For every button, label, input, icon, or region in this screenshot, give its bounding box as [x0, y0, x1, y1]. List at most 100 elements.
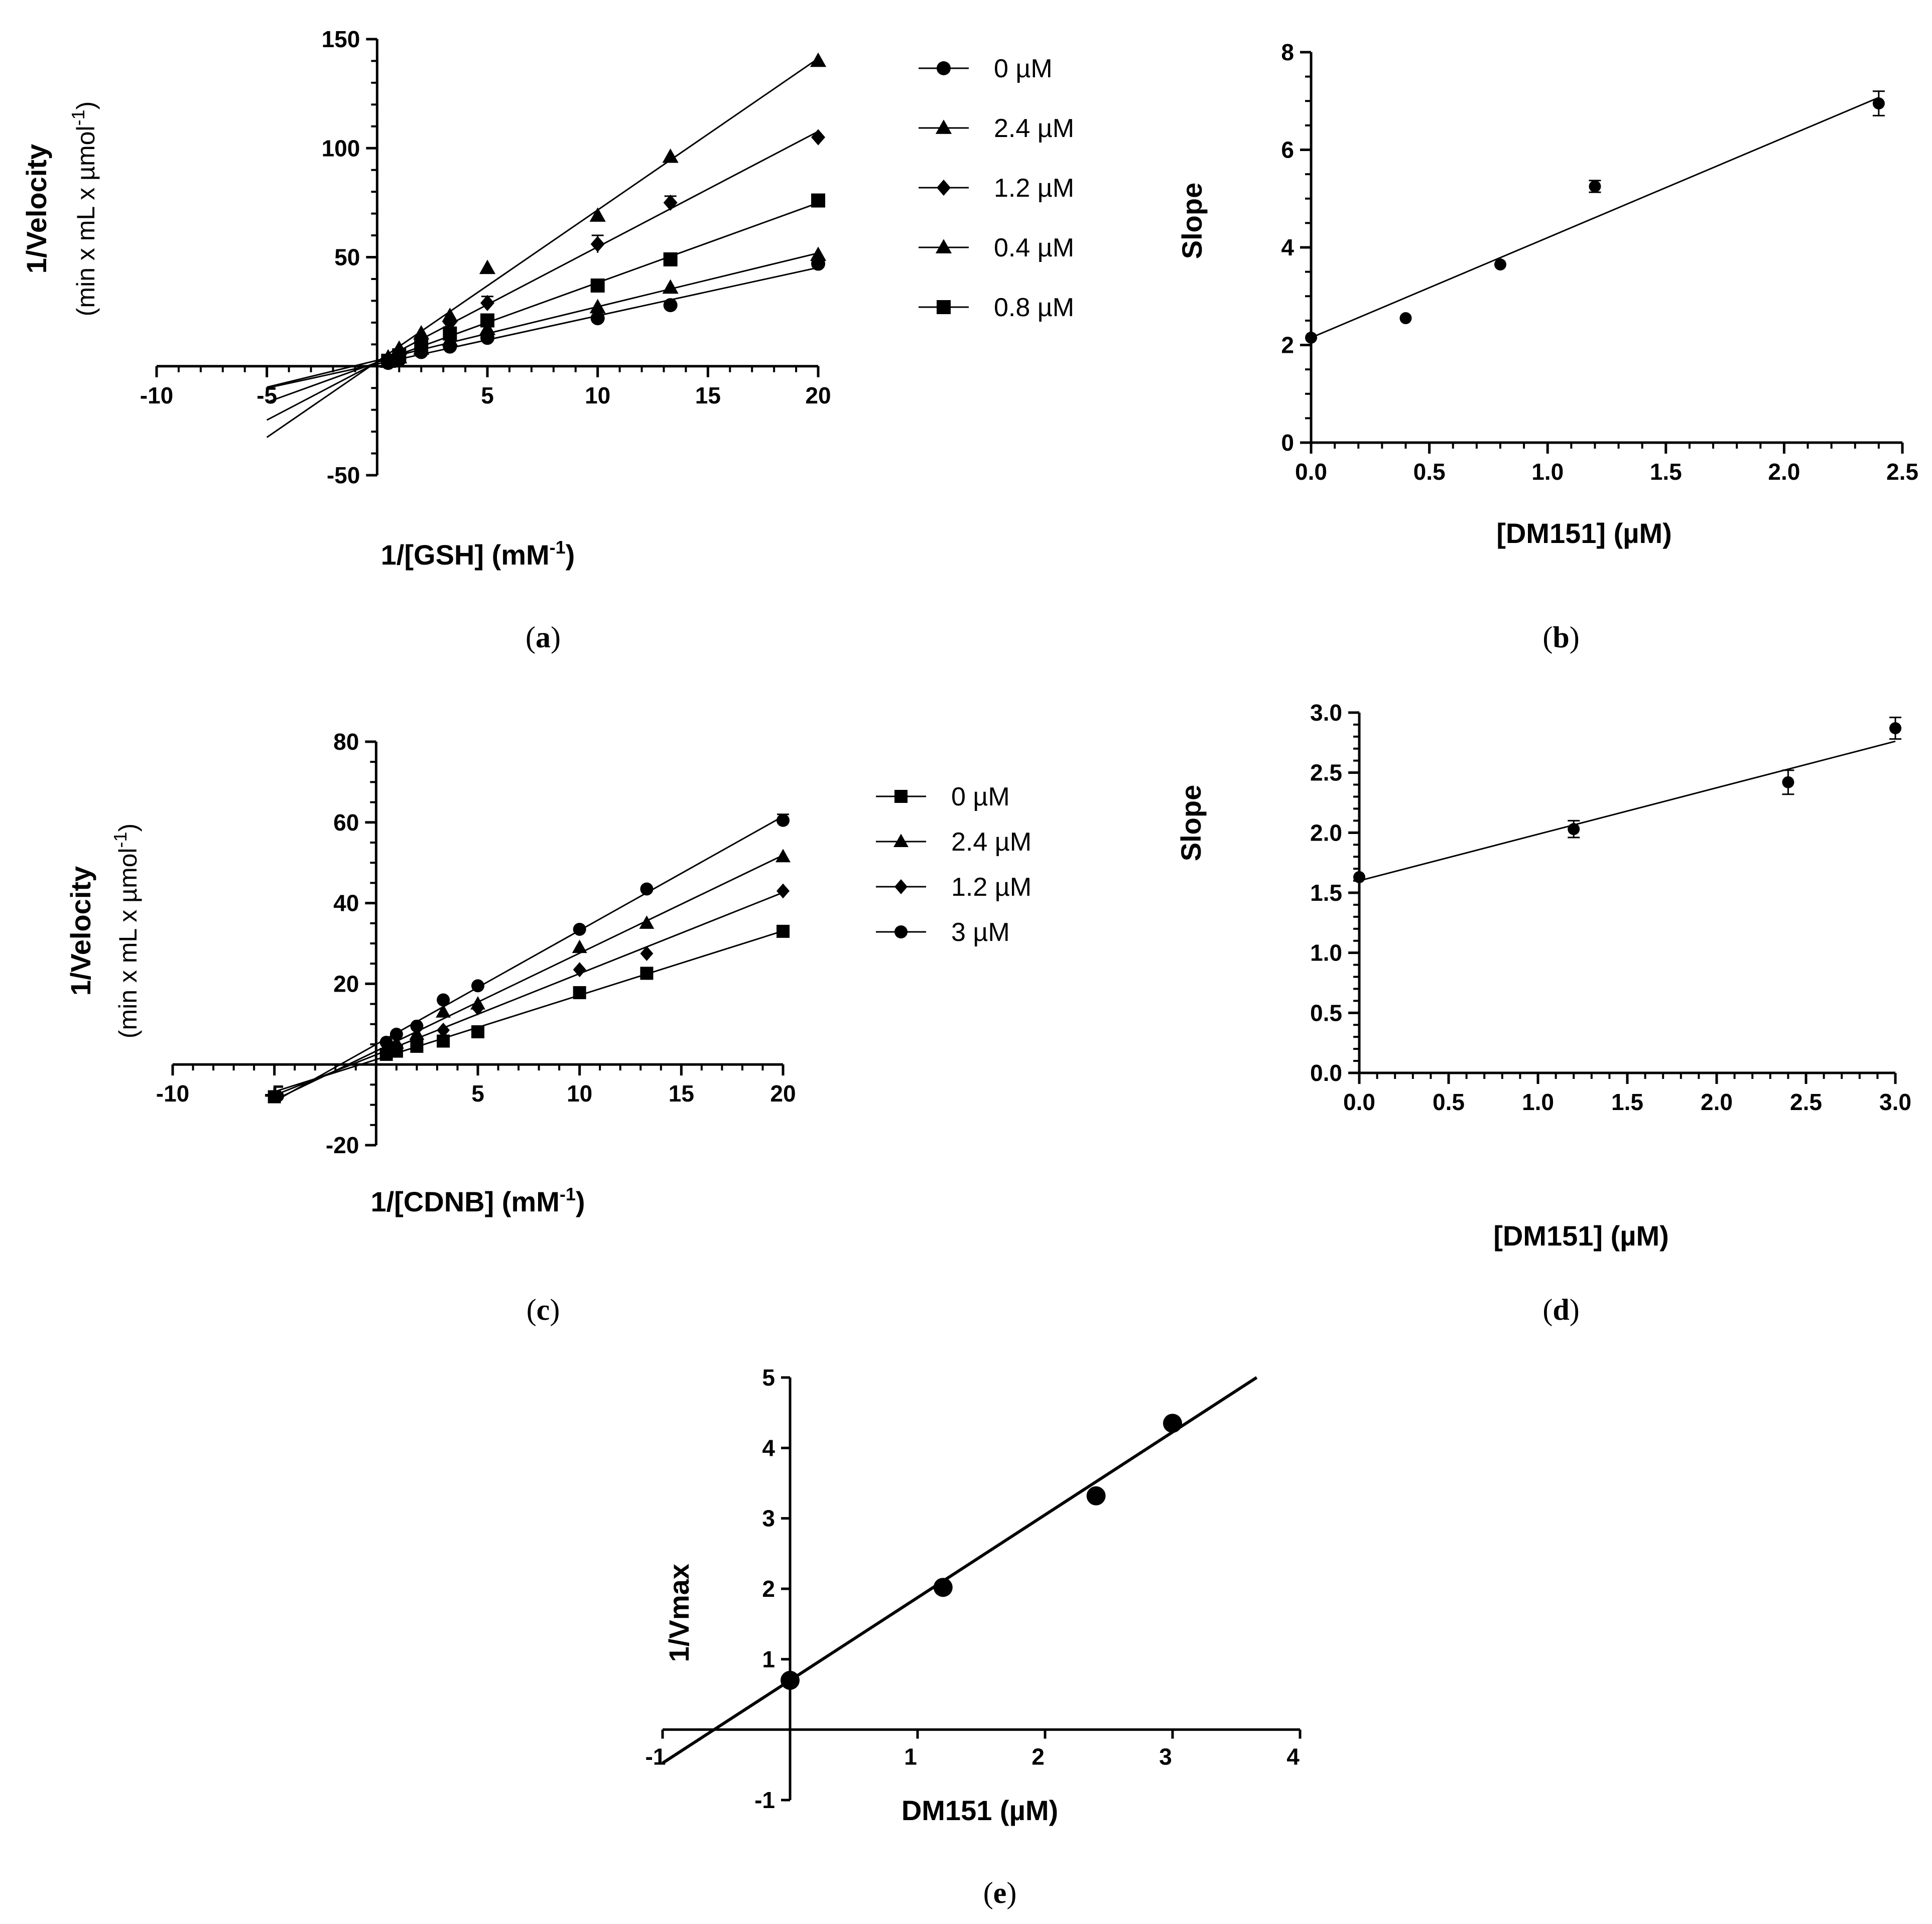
panel-a-point	[810, 246, 827, 261]
panel-a-x-tick-label: 15	[695, 382, 721, 408]
panel-c-legend-marker	[893, 834, 909, 848]
panel-c-point	[777, 924, 790, 938]
panel-d-xlabel: [DM151] (µM)	[1493, 1220, 1669, 1252]
panel-c-y-tick-label: 40	[333, 890, 359, 916]
panel-a-y-tick-label: 150	[322, 26, 360, 52]
panel-c-point	[573, 986, 586, 1000]
panel-c-legend-label: 2.4 µM	[951, 828, 1032, 857]
panel-c-fit-line	[274, 854, 784, 1101]
panel-c-point	[436, 1004, 451, 1018]
panel-b-y-tick-label: 0	[1281, 430, 1294, 456]
panel-c-legend-marker	[894, 879, 908, 894]
panel-a-point	[590, 311, 605, 326]
panel-a-y-tick-label: -50	[327, 462, 360, 488]
panel-b: 0.0 0.5 1.0 1.5 2.0 2.5 0 2 4 6 8 Slope [DM151] (µ…	[1176, 39, 1918, 654]
panel-a-y-tick-label: 100	[322, 135, 360, 161]
panel-a-point	[589, 207, 606, 222]
panel-c-fit-line	[274, 930, 784, 1092]
panel-c-x-tick-label: 5	[471, 1080, 484, 1107]
panel-a-point	[662, 279, 679, 294]
panel-d-caption: (d)	[1542, 1293, 1579, 1326]
panel-e-x-tick-label: -1	[646, 1744, 666, 1770]
panel-c-y-tick-label: 80	[333, 729, 359, 755]
panel-c-point	[572, 939, 587, 953]
panel-b-x-tick-label: 1.0	[1531, 459, 1564, 485]
panel-d-ylabel: Slope	[1175, 785, 1207, 861]
panel-a-fit-line	[267, 202, 819, 403]
panel-a-x-tick-label: 5	[481, 382, 494, 408]
panel-b-fit-line	[1311, 97, 1879, 339]
panel-e-x-tick-label: 4	[1286, 1744, 1300, 1770]
panel-a-point	[811, 193, 825, 208]
panel-b-caption: (b)	[1542, 621, 1579, 654]
panel-d-y-tick-label: 1.5	[1310, 880, 1342, 906]
panel-d-y-tick-label: 0.5	[1310, 1000, 1342, 1026]
panel-c-legend-label: 0 µM	[951, 782, 1010, 811]
panel-b-x-tick-label: 0.0	[1295, 459, 1327, 485]
panel-c-fit-line	[274, 892, 784, 1096]
panel-a-ylabel: 1/Velocity	[21, 144, 52, 273]
panel-e-xlabel: DM151 (µM)	[901, 1795, 1058, 1826]
panel-a-legend-label: 0.8 µM	[994, 293, 1074, 322]
panel-b-y-tick-label: 4	[1281, 234, 1294, 260]
panel-c-legend-label: 3 µM	[951, 918, 1010, 947]
panel-b-point	[1494, 258, 1506, 271]
panel-d-fit-line	[1359, 740, 1896, 882]
panel-c-legend: 0 µM 2.4 µM 1.2 µM 3 µM	[876, 782, 1032, 947]
panel-b-x-tick-label: 2.0	[1768, 459, 1800, 485]
panel-a-point	[811, 129, 825, 146]
panel-e-y-tick-label: 3	[762, 1505, 775, 1532]
panel-a-x-tick-label: 10	[585, 382, 610, 408]
panel-a-point	[479, 321, 496, 335]
panel-e-y-tick-label: 2	[762, 1576, 775, 1602]
panel-d-y-tick-label: 1.0	[1310, 940, 1342, 966]
panel-c-point	[471, 1025, 484, 1039]
panel-a-legend: 0 µM 2.4 µM 1.2 µM 0.4 µM 0.8 µM	[919, 54, 1074, 322]
panel-c-point	[471, 1000, 484, 1016]
panel-a-point	[479, 259, 496, 274]
panel-c-point	[776, 849, 791, 863]
panel-a-legend-label: 0 µM	[994, 54, 1053, 83]
panel-c-point	[390, 1027, 403, 1041]
panel-a-fit-line	[267, 266, 819, 389]
panel-c-point	[410, 1019, 424, 1033]
panel-e-x-tick-label: 2	[1032, 1744, 1045, 1770]
panel-a-point	[480, 313, 494, 328]
panel-c-fit-line	[274, 815, 784, 1103]
panel-c-point	[437, 993, 450, 1007]
panel-e-x-tick-label: 1	[904, 1744, 917, 1770]
panel-e-y-tick-label: 1	[762, 1646, 775, 1672]
panel-a-point	[443, 314, 457, 331]
panel-c-y-tick-label: 60	[333, 809, 359, 836]
panel-a-caption: (a)	[526, 621, 561, 654]
panel-d-x-tick-label: 2.0	[1701, 1089, 1733, 1115]
panel-e-point	[1086, 1486, 1106, 1505]
panel-a-point	[414, 337, 429, 352]
panel-b-xlabel: [DM151] (µM)	[1496, 517, 1672, 549]
panel-c-x-tick-label: 10	[567, 1080, 592, 1107]
panel-b-x-tick-label: 1.5	[1650, 459, 1682, 485]
panel-c-point	[379, 1035, 393, 1049]
panel-c-ylabel: 1/Velocity	[65, 866, 96, 996]
panel-c-point	[437, 1022, 450, 1038]
panel-c-legend-label: 1.2 µM	[951, 873, 1032, 902]
panel-e-y-tick-label: 5	[762, 1364, 775, 1391]
panel-e-plot: -1 1 2 3 4 -1 1 2 3 4 5	[646, 1364, 1302, 1813]
panel-e-ylabel: 1/Vmax	[663, 1564, 695, 1662]
panel-a-legend-marker	[935, 119, 952, 134]
panel-e-x-tick-label: 3	[1159, 1744, 1172, 1770]
panel-a-fit-line	[266, 130, 819, 421]
panel-c-point	[640, 946, 654, 961]
panel-c-y-tick-label: 20	[333, 971, 359, 997]
panel-c-xlabel: 1/[CDNB] (mM-1)	[370, 1184, 585, 1217]
panel-c-point	[777, 883, 790, 899]
panel-a-fit-line	[267, 252, 819, 388]
panel-c-x-tick-label: -10	[156, 1080, 189, 1107]
panel-a-point	[810, 52, 827, 67]
panel-b-point	[1872, 97, 1885, 110]
panel-e-y-tick-label: -1	[754, 1787, 775, 1813]
